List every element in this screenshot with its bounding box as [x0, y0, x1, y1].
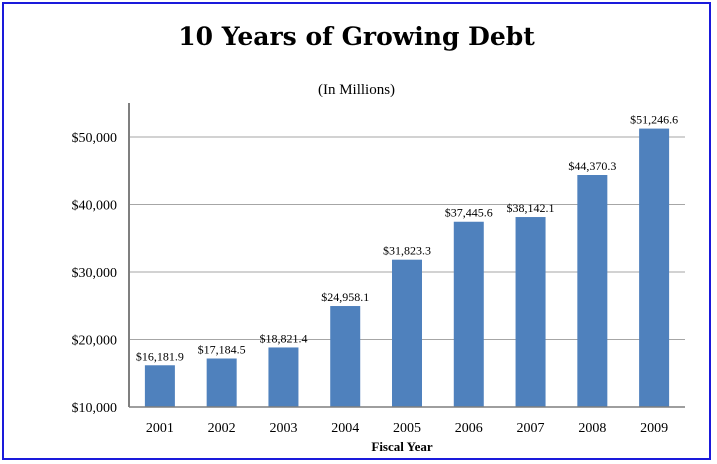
x-tick-label: 2004 [331, 421, 359, 436]
bar [577, 175, 608, 407]
x-tick-label: 2001 [146, 421, 174, 436]
y-tick-label: $40,000 [72, 199, 118, 214]
labels: $10,000 $20,000 $30,000 $40,000 $50,000 $16,1… [72, 113, 679, 436]
y-tick-label: $10,000 [72, 401, 118, 416]
bar [392, 259, 422, 407]
chart-subtitle: (In Millions) [317, 82, 396, 98]
bar [144, 365, 175, 407]
data-label: $51,246.6 [630, 113, 678, 127]
bar [639, 128, 670, 407]
data-label: $44,370.3 [568, 159, 616, 173]
data-label: $31,823.3 [383, 244, 431, 258]
bar [330, 306, 361, 407]
x-tick-label: 2002 [208, 421, 236, 436]
chart-title: 10 Years of Growing Debt [178, 22, 535, 51]
y-tick-label: $30,000 [72, 266, 118, 281]
x-tick-label: 2009 [640, 421, 668, 436]
bar [453, 221, 484, 407]
data-label: $16,181.9 [136, 349, 184, 363]
data-label: $37,445.6 [445, 206, 493, 220]
x-tick-label: 2006 [455, 421, 483, 436]
bar [515, 217, 546, 407]
y-tick-label: $20,000 [72, 334, 118, 349]
x-axis-title: Fiscal Year [371, 439, 432, 454]
data-label: $18,821.4 [259, 331, 307, 345]
bar [268, 347, 299, 407]
data-label: $38,142.1 [507, 201, 555, 215]
bars [144, 128, 670, 407]
x-tick-label: 2005 [393, 421, 421, 436]
data-label: $17,184.5 [198, 343, 246, 357]
bar [206, 358, 237, 407]
x-tick-label: 2007 [517, 421, 545, 436]
x-tick-label: 2008 [578, 421, 606, 436]
axes [128, 103, 685, 408]
y-tick-label: $50,000 [72, 131, 118, 146]
x-tick-label: 2003 [269, 421, 297, 436]
data-label: $24,958.1 [321, 290, 369, 304]
